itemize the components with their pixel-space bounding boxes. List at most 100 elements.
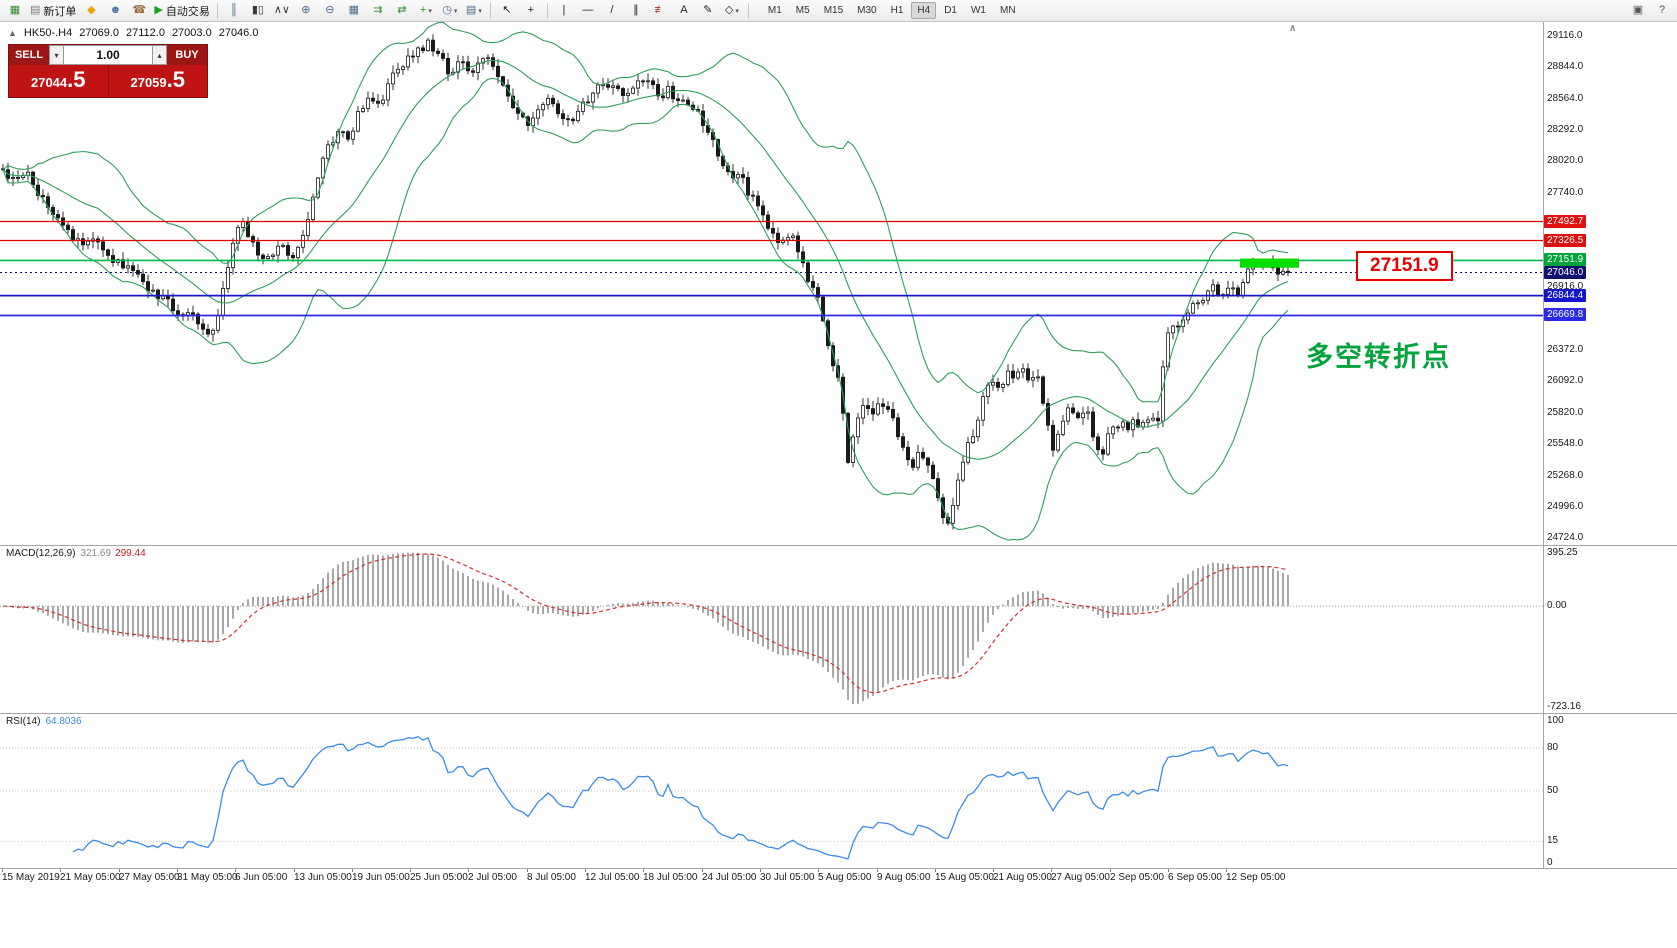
- time-axis-tick: [643, 869, 644, 872]
- macd-panel-svg[interactable]: [0, 546, 1543, 712]
- time-axis-label: 30 Jul 05:00: [760, 872, 815, 883]
- timeframe-d1[interactable]: D1: [944, 5, 957, 16]
- cursor-icon[interactable]: ↖: [496, 2, 518, 20]
- crosshair-icon: +: [527, 4, 535, 16]
- price-axis-label: 25820.0: [1547, 407, 1584, 418]
- timeframe-w1[interactable]: W1: [970, 5, 986, 16]
- profile-icon[interactable]: ☻: [104, 2, 126, 20]
- rsi-name: RSI(14): [6, 716, 41, 727]
- sell-button[interactable]: SELL: [9, 45, 49, 65]
- clock-icon[interactable]: ◷ ▾: [439, 2, 461, 20]
- price-axis-label: 25548.0: [1547, 438, 1584, 449]
- one-click-buy-price-button[interactable]: 27059 .5: [107, 65, 208, 97]
- dropdown-caret-icon: ▾: [735, 7, 739, 15]
- timeframe-h4[interactable]: H4: [911, 2, 937, 19]
- crosshair-icon[interactable]: +: [520, 2, 542, 20]
- timeframe-m1[interactable]: M1: [767, 5, 782, 16]
- price-axis-label: 28292.0: [1547, 124, 1584, 135]
- vertical-line-icon[interactable]: |: [553, 2, 575, 20]
- help-icon: ?: [1658, 4, 1666, 16]
- time-axis-label: 6 Sep 05:00: [1168, 872, 1222, 883]
- macd-panel-separator[interactable]: [0, 545, 1677, 546]
- rsi-indicator-label: RSI(14) 64.8036: [6, 716, 82, 727]
- macd-name: MACD(12,26,9): [6, 548, 76, 559]
- macd-signal-value: 299.44: [115, 548, 146, 559]
- macd-axis-label: 395.25: [1547, 547, 1578, 558]
- rsi-panel-svg[interactable]: [0, 714, 1543, 868]
- sell-price-main: 27044: [30, 75, 68, 90]
- timeframe-h1[interactable]: H1: [890, 5, 904, 16]
- macd-indicator-label: MACD(12,26,9) 321.69 299.44: [6, 548, 146, 559]
- time-axis-tick: [760, 869, 761, 872]
- horizontal-line-icon[interactable]: —: [577, 2, 599, 20]
- macd-axis-label: -723.16: [1547, 701, 1581, 712]
- time-axis-tick: [818, 869, 819, 872]
- timeframe-m5[interactable]: M5: [795, 5, 810, 16]
- one-click-collapse-button[interactable]: ▲: [8, 28, 17, 38]
- symbol-name: HK50-.H4: [23, 27, 73, 39]
- rsi-panel-separator[interactable]: [0, 713, 1677, 714]
- time-axis-label: 25 Jun 05:00: [410, 872, 468, 883]
- time-axis-label: 6 Jun 05:00: [235, 872, 288, 883]
- time-axis-tick: [993, 869, 994, 872]
- mql5-icon: ◆: [87, 4, 96, 16]
- tile-windows-icon[interactable]: ▦: [343, 2, 365, 20]
- dropdown-caret-icon: ▾: [428, 7, 432, 15]
- one-click-sell-price-button[interactable]: 27044 .5: [9, 65, 108, 97]
- timeframe-m15[interactable]: M15: [823, 5, 844, 16]
- price-axis-label: 26372.0: [1547, 344, 1584, 355]
- auto-scroll-icon[interactable]: ⇉: [367, 2, 389, 20]
- trendline-icon[interactable]: /: [601, 2, 623, 20]
- zoom-out-icon[interactable]: ⊖: [319, 2, 341, 20]
- price-axis-border[interactable]: [1543, 22, 1544, 869]
- support-icon[interactable]: ☎: [128, 2, 150, 20]
- help-button[interactable]: ?: [1651, 2, 1673, 20]
- equidistant-channel-icon: ∥: [633, 4, 639, 16]
- mql5-icon[interactable]: ◆: [80, 2, 102, 20]
- price-axis-label: 28564.0: [1547, 93, 1584, 104]
- timeframe-m30[interactable]: M30: [857, 5, 877, 16]
- fibonacci-icon[interactable]: ≢: [649, 2, 671, 20]
- time-axis-tick: [235, 869, 236, 872]
- calendar-icon[interactable]: ▤ ▾: [463, 2, 485, 20]
- volume-up-button[interactable]: ▴: [152, 45, 167, 65]
- zoom-out-icon: ⊖: [325, 4, 335, 16]
- price-axis-label: 25268.0: [1547, 470, 1584, 481]
- time-axis-label: 31 May 05:00: [177, 872, 238, 883]
- time-axis-label: 2 Jul 05:00: [468, 872, 517, 883]
- buy-button[interactable]: BUY: [167, 45, 207, 65]
- timeframe-mn[interactable]: MN: [999, 5, 1016, 16]
- price-chart-svg[interactable]: [0, 22, 1543, 545]
- chart-shift-icon[interactable]: ⇄: [391, 2, 413, 20]
- price-axis-label: 24996.0: [1547, 501, 1584, 512]
- bar-chart-icon[interactable]: ║: [223, 2, 245, 20]
- new-chart-dropdown-button[interactable]: + ▾: [415, 2, 437, 20]
- shapes-icon[interactable]: ◇ ▾: [721, 2, 743, 20]
- time-axis-tick: [1168, 869, 1169, 872]
- line-chart-icon[interactable]: ∧∨: [271, 2, 293, 20]
- price-callout[interactable]: 27151.9: [1356, 251, 1453, 281]
- new-chart-button[interactable]: ▦: [4, 2, 26, 20]
- time-axis-label: 27 Aug 05:00: [1051, 872, 1110, 883]
- new-order-button[interactable]: ▤ 新订单: [28, 2, 78, 20]
- candlestick-chart-icon[interactable]: ▮▯: [247, 2, 269, 20]
- ohlc-high: 27112.0: [125, 27, 165, 39]
- text-icon[interactable]: A: [673, 2, 695, 20]
- rsi-axis-label: 80: [1547, 742, 1559, 753]
- turning-point-note[interactable]: 多空转折点: [1306, 342, 1451, 372]
- zoom-in-icon[interactable]: ⊕: [295, 2, 317, 20]
- highlight-segment[interactable]: [1240, 258, 1299, 268]
- autotrading-button-label: 自动交易: [165, 5, 210, 18]
- autotrading-button[interactable]: ▶ 自动交易: [152, 2, 211, 20]
- profile-icon: ☻: [109, 4, 122, 16]
- label-icon[interactable]: ✎: [697, 2, 719, 20]
- chart-shift-marker: ∧: [1289, 23, 1297, 34]
- time-axis-tick: [1226, 869, 1227, 872]
- equidistant-channel-icon[interactable]: ∥: [625, 2, 647, 20]
- docking-button[interactable]: ▣: [1627, 2, 1649, 20]
- volume-input[interactable]: 1.00: [64, 45, 152, 65]
- text-icon: A: [680, 4, 688, 16]
- time-axis-tick: [119, 869, 120, 872]
- volume-down-button[interactable]: ▾: [49, 45, 64, 65]
